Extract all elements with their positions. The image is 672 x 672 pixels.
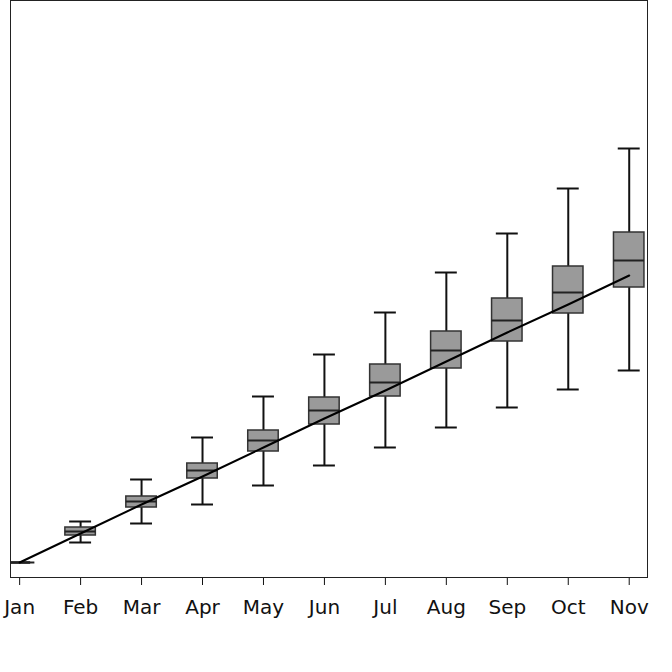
svg-text:Oct: Oct [551, 595, 586, 619]
svg-text:Sep: Sep [488, 595, 526, 619]
svg-text:Aug: Aug [427, 595, 466, 619]
svg-text:Apr: Apr [185, 595, 220, 619]
svg-text:Jan: Jan [2, 595, 35, 619]
svg-text:Mar: Mar [123, 595, 162, 619]
svg-text:May: May [243, 595, 285, 619]
svg-text:Nov: Nov [610, 595, 649, 619]
svg-text:Jul: Jul [371, 595, 397, 619]
svg-text:Feb: Feb [63, 595, 98, 619]
svg-text:Jun: Jun [307, 595, 340, 619]
